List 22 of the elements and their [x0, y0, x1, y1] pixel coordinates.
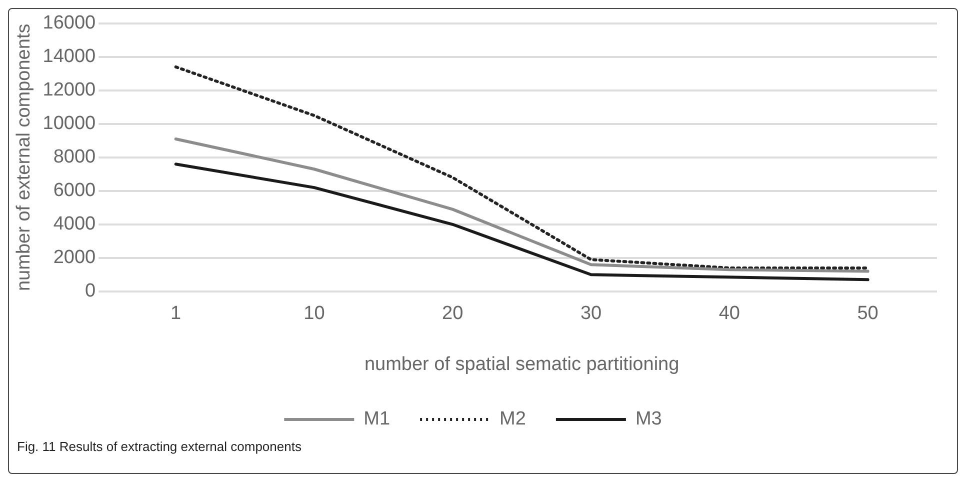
x-tick-label: 1 — [170, 303, 182, 324]
y-tick-label: 6000 — [53, 180, 96, 202]
y-tick-label: 16000 — [42, 12, 96, 34]
line-series — [174, 65, 870, 270]
legend-label: M3 — [635, 408, 662, 430]
caption: Fig. 11 Results of extracting external components — [16, 439, 302, 454]
y-tick-label: 14000 — [42, 46, 96, 68]
y-tick-label: 10000 — [42, 113, 96, 134]
y-axis-title: number of external components — [14, 24, 35, 292]
legend-label: M2 — [500, 408, 526, 430]
y-tick-label: 2000 — [53, 247, 96, 268]
y-tick-label: 0 — [85, 280, 96, 302]
x-tick-label: 20 — [442, 303, 464, 324]
x-tick-label: 30 — [580, 303, 602, 324]
legend-label: M1 — [364, 408, 390, 430]
x-tick-label: 50 — [857, 303, 878, 324]
y-tick-label: 4000 — [53, 214, 96, 235]
x-axis-title: number of spatial sematic partitioning — [364, 354, 680, 375]
y-tick-label: 12000 — [42, 80, 96, 101]
y-tick-label: 8000 — [53, 146, 96, 168]
x-tick-label: 40 — [718, 303, 740, 324]
x-tick-label: 10 — [304, 303, 325, 324]
